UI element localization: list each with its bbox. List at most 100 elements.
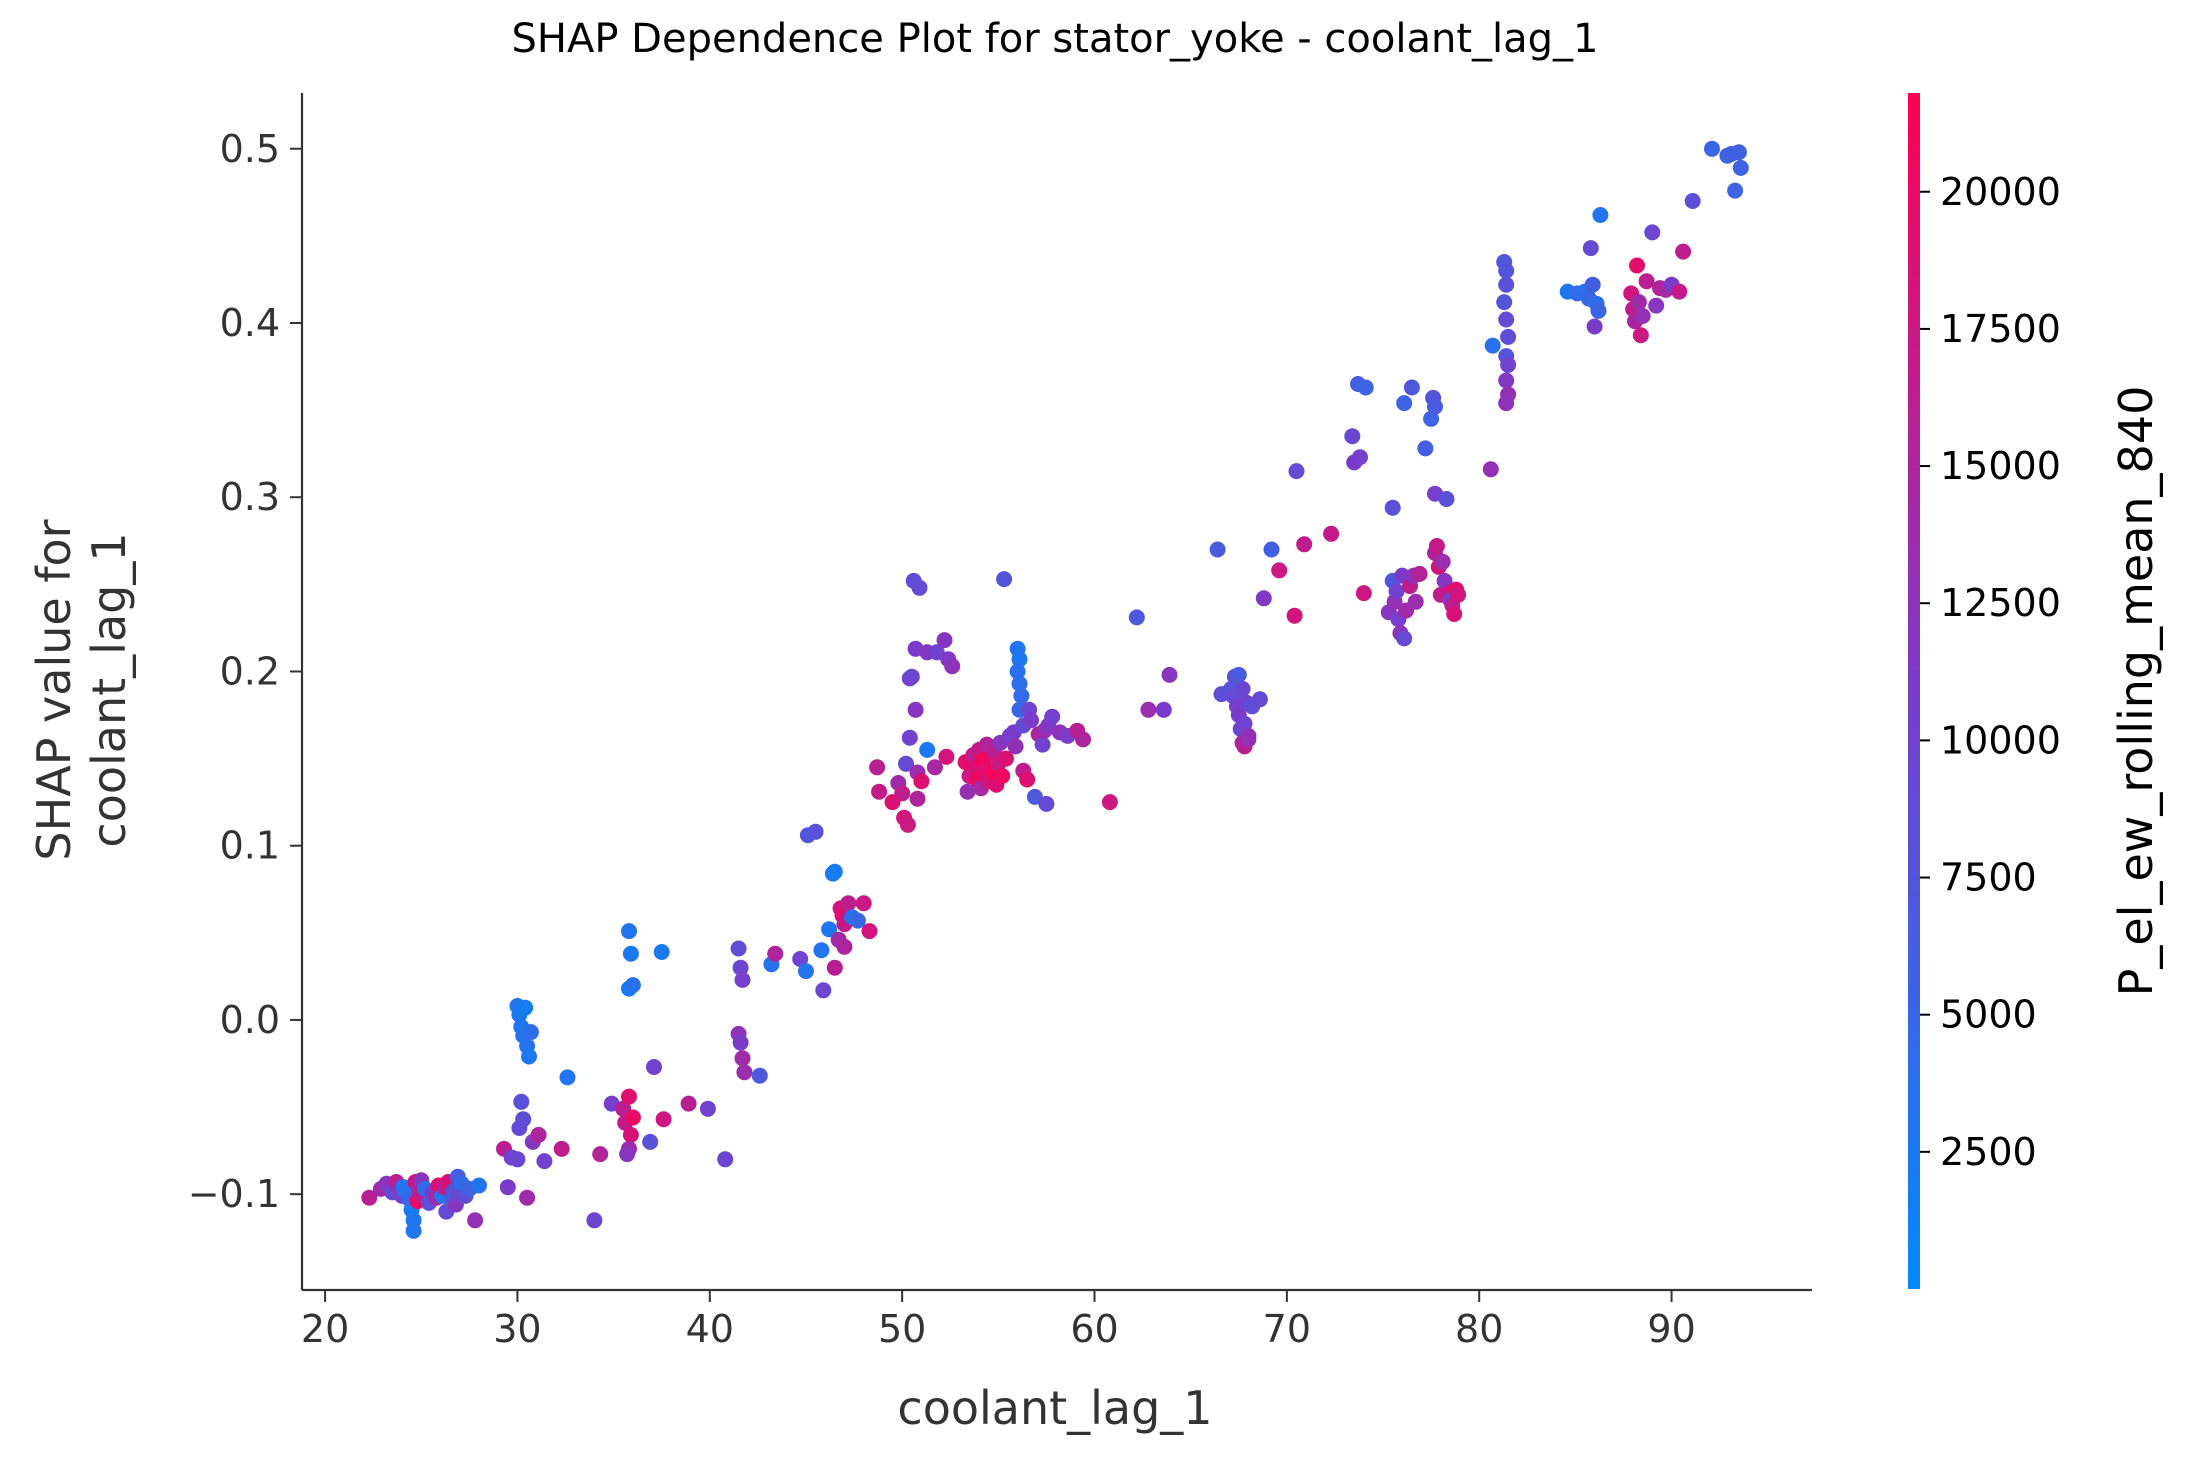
scatter-point [1396,395,1413,412]
scatter-point [1582,240,1599,257]
y-tick-label: −0.1 [188,1172,280,1216]
scatter-point [1423,410,1440,427]
y-axis-label-line-2: coolant_lag_1 [82,532,136,847]
scatter-point [1648,297,1665,314]
scatter-point [1727,182,1744,199]
scatter-point [521,1048,537,1065]
scatter-point [1263,541,1280,558]
scatter-point [1730,144,1747,161]
scatter-point [1498,311,1515,328]
scatter-point [517,999,534,1016]
scatter-point [1101,794,1118,811]
scatter-point [1675,243,1692,260]
scatter-point [1671,283,1688,300]
scatter-point [1355,585,1372,602]
scatter-point [1209,541,1226,558]
scatter-point [1644,224,1661,241]
scatter-point [1498,372,1515,389]
scatter-point [699,1100,716,1117]
scatter-point [586,1212,603,1229]
scatter-point [899,816,916,833]
scatter-point [826,959,843,976]
scatter-point [717,1151,734,1168]
colorbar-tick-label: 5000 [1940,993,2037,1037]
scatter-point [903,668,920,685]
scatter-point [621,923,637,940]
scatter-point [1240,731,1257,748]
scatter-point [813,942,830,959]
x-ticks: 20 30 40 50 60 70 80 90 [301,1290,1696,1351]
scatter-point [1344,428,1361,445]
scatter-point [1009,663,1026,680]
scatter-point [815,982,832,999]
scatter-point [959,783,976,800]
scatter-point [1161,666,1178,683]
scatter-point [1038,795,1055,812]
scatter-point [509,1151,526,1168]
scatter-point [1592,207,1609,223]
scatter-point [732,959,749,976]
scatter-point [1446,606,1463,622]
scatter-point [1427,398,1443,415]
scatter-point [1234,680,1251,697]
scatter-point [1011,651,1028,668]
scatter-point [680,1095,697,1112]
scatter-point [1638,273,1655,290]
scatter-point [653,944,670,960]
scatter-point [1271,562,1288,579]
scatter-point [861,923,878,940]
scatter-point [1230,666,1247,683]
colorbar-tick-label: 15000 [1940,444,2061,488]
scatter-point [792,951,809,967]
chart-title: SHAP Dependence Plot for stator_yoke - c… [512,16,1599,62]
scatter-point [1155,701,1172,718]
scatter-point [1023,712,1039,729]
scatter-point [1352,449,1368,466]
scatter-point [1323,525,1340,542]
y-tick-label: 0.3 [220,475,280,519]
scatter-points [361,140,1749,1239]
scatter-point [1417,440,1434,457]
scatter-point [655,1111,672,1128]
scatter-point [944,658,961,675]
scatter-point [730,940,747,957]
scatter-point [1396,630,1413,647]
scatter-point [1438,491,1455,507]
scatter-point [1498,395,1515,412]
scatter-point [734,971,751,988]
y-tick-label: 0.5 [220,127,280,171]
x-axis-label: coolant_lag_1 [897,1381,1212,1435]
scatter-point [619,1146,636,1163]
scatter-point [938,748,955,765]
scatter-point [624,1109,641,1126]
scatter-point [826,863,843,880]
scatter-point [1484,337,1501,354]
scatter-point [736,1064,753,1081]
y-tick-label: 0.0 [220,998,280,1042]
x-tick-label: 80 [1455,1307,1503,1351]
colorbar [1908,93,1920,1289]
scatter-point [1584,276,1601,293]
scatter-point [1407,593,1424,610]
scatter-point [624,977,641,994]
scatter-point [1500,328,1517,345]
scatter-point [836,938,853,955]
colorbar-tick-label: 7500 [1940,856,2037,900]
scatter-point [996,571,1013,588]
colorbar-tick-label: 12500 [1940,581,2061,625]
scatter-point [1630,294,1647,311]
x-tick-label: 40 [686,1307,734,1351]
scatter-point [1684,193,1701,209]
scatter-point [1586,318,1603,335]
scatter-point [919,741,936,758]
x-tick-label: 90 [1647,1307,1695,1351]
scatter-point [471,1177,487,1194]
scatter-point [913,773,930,790]
scatter-point [901,729,918,746]
scatter-point [1498,276,1515,293]
scatter-point [1629,257,1645,274]
scatter-point [1296,536,1313,553]
scatter-point [1496,294,1513,311]
scatter-point [1403,379,1420,396]
scatter-point [751,1067,768,1084]
